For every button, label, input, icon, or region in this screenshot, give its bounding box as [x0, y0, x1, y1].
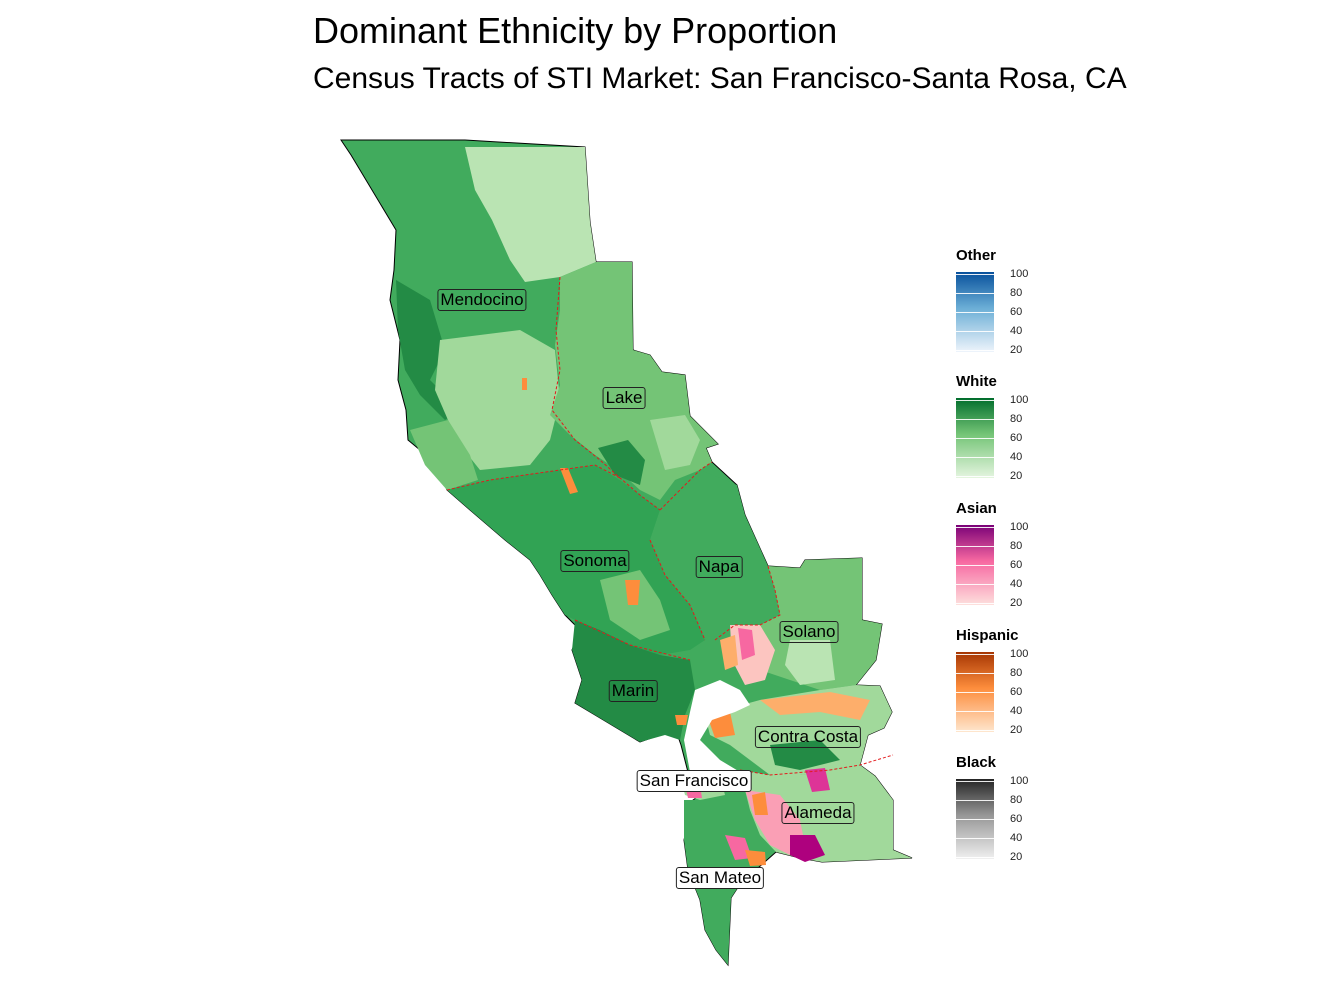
legend-tick-label: 100	[1010, 268, 1029, 280]
county-label-san-mateo: San Mateo	[675, 867, 765, 889]
legend-other: Other 100 80 60 40 20	[956, 247, 1028, 356]
bay-water	[684, 680, 750, 778]
county-label-san-francisco: San Francisco	[636, 770, 752, 792]
region-sm-hisp	[745, 850, 766, 866]
legend-tick-label: 100	[1010, 394, 1029, 406]
legend-tick-label: 60	[1010, 686, 1023, 698]
county-label-alameda: Alameda	[781, 802, 855, 824]
county-label-contra-costa: Contra Costa	[754, 726, 862, 748]
region-napa	[650, 470, 780, 640]
region-hisp-c	[625, 580, 640, 605]
region-cc-hisp	[760, 692, 870, 720]
legend-tick-label: 60	[1010, 432, 1023, 444]
legend-tick-label: 20	[1010, 597, 1023, 609]
region-lake-dark	[598, 440, 645, 485]
legend-title-hispanic: Hispanic	[956, 627, 1019, 644]
region-marin	[572, 620, 695, 742]
legend-tick-label: 60	[1010, 306, 1023, 318]
region-solano-hisp	[720, 635, 738, 670]
legend-tick-label: 40	[1010, 832, 1023, 844]
region-alameda-asian-dark	[790, 835, 825, 862]
region-hisp-b	[560, 468, 578, 494]
legend-tick-label: 20	[1010, 470, 1023, 482]
legend-hispanic: Hispanic 100 80 60 40 20	[956, 627, 1028, 736]
region-light-interior	[435, 330, 560, 470]
legend-tick-label: 20	[1010, 724, 1023, 736]
legend-title-white: White	[956, 373, 997, 390]
legend-title-asian: Asian	[956, 500, 997, 517]
region-mid-south	[410, 420, 478, 490]
county-label-mendocino: Mendocino	[437, 289, 527, 311]
county-label-lake: Lake	[602, 387, 646, 409]
region-alameda-asian-mid	[805, 768, 830, 792]
county-label-napa: Napa	[695, 556, 743, 578]
region-solano-asian2	[738, 628, 755, 660]
legend-tick-label: 100	[1010, 775, 1029, 787]
legend-tick-label: 80	[1010, 667, 1023, 679]
legend-tick-label: 60	[1010, 813, 1023, 825]
legend-tick-label: 40	[1010, 325, 1023, 337]
legend-tick-label: 80	[1010, 413, 1023, 425]
legend-tick-label: 80	[1010, 794, 1023, 806]
map-subtitle: Census Tracts of STI Market: San Francis…	[313, 62, 1127, 95]
region-sm-asian	[725, 835, 752, 860]
county-label-solano: Solano	[779, 621, 839, 643]
county-label-marin: Marin	[608, 680, 658, 702]
legend-tick-label: 40	[1010, 451, 1023, 463]
legend-title-black: Black	[956, 754, 997, 771]
region-light-ne	[465, 147, 596, 282]
region-lake-light	[650, 415, 700, 470]
legend-tick-label: 80	[1010, 540, 1023, 552]
legend-tick-label: 80	[1010, 287, 1023, 299]
region-dark-coast	[396, 280, 460, 420]
legend-tick-label: 20	[1010, 344, 1023, 356]
legend-asian: Asian 100 80 60 40 20	[956, 500, 1028, 609]
legend-black: Black 100 80 60 40 20	[956, 754, 1028, 863]
legend-tick-label: 100	[1010, 648, 1029, 660]
region-solano-light	[785, 640, 835, 685]
region-hisp-d	[675, 715, 688, 725]
region-alameda-hisp	[752, 792, 768, 815]
county-borders	[446, 276, 894, 776]
legend-tick-label: 20	[1010, 851, 1023, 863]
map-title: Dominant Ethnicity by Proportion	[313, 10, 838, 51]
legend-tick-label: 60	[1010, 559, 1023, 571]
county-label-sonoma: Sonoma	[560, 550, 630, 572]
legend-tick-label: 100	[1010, 521, 1029, 533]
legend-white: White 100 80 60 40 20	[956, 373, 1028, 482]
legend-title-other: Other	[956, 247, 997, 264]
legend-tick-label: 40	[1010, 705, 1023, 717]
region-hisp-a	[522, 378, 527, 390]
legend-tick-label: 40	[1010, 578, 1023, 590]
